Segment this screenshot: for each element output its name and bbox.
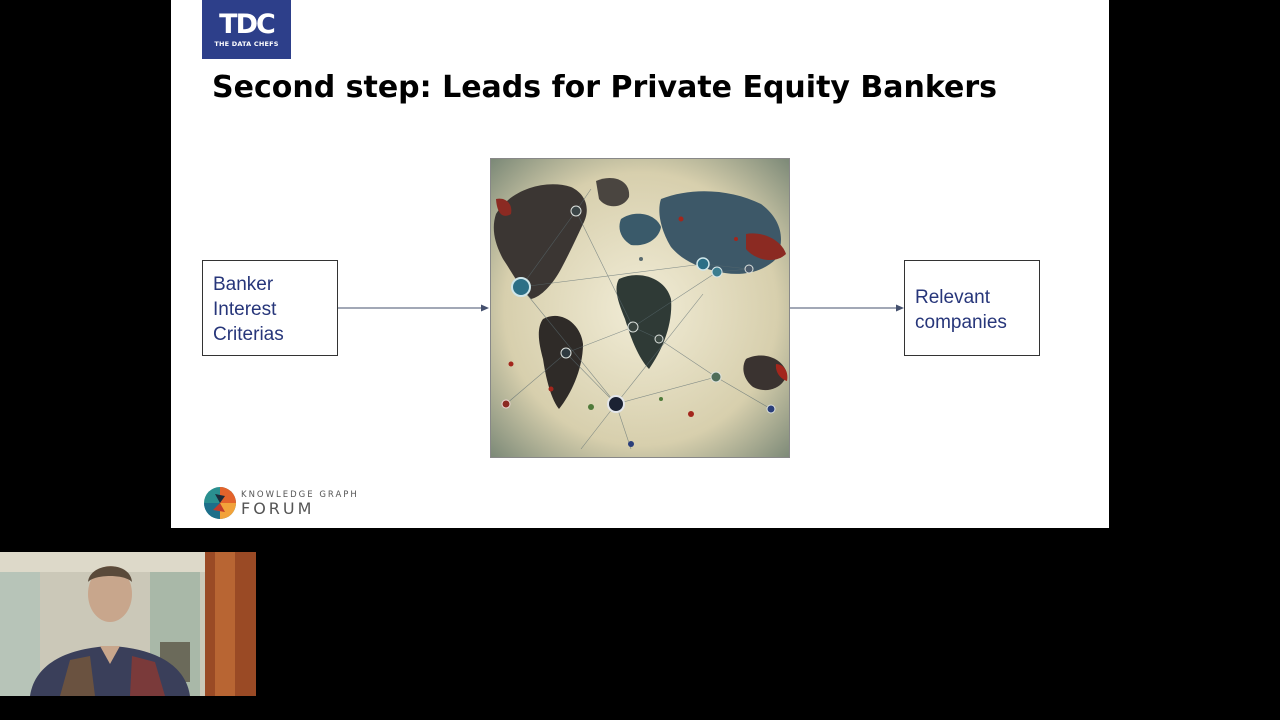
arrow-into-map	[338, 304, 489, 312]
kg-forum-icon	[204, 487, 236, 519]
slide-title: Second step: Leads for Private Equity Ba…	[212, 70, 998, 105]
flow-arrows	[338, 304, 904, 312]
banker-criteria-line-3: Criterias	[213, 324, 284, 345]
tdc-logo: TDC THE DATA CHEFS	[202, 0, 291, 59]
relevant-companies-line-1: Relevant	[915, 287, 990, 308]
slide: TDC THE DATA CHEFS Second step: Leads fo…	[171, 0, 1109, 528]
banker-criteria-line-2: Interest	[213, 299, 277, 320]
relevant-companies-box: Relevant companies	[904, 260, 1040, 356]
banker-criteria-line-1: Banker	[213, 274, 274, 295]
tdc-logo-mark: TDC	[219, 9, 276, 40]
kg-forum-small-text: KNOWLEDGE GRAPH	[241, 490, 359, 500]
banker-criteria-box: Banker Interest Criterias	[202, 260, 338, 356]
presenter-video-feed	[0, 552, 256, 696]
world-network-map-image	[490, 158, 790, 458]
arrow-out-of-map	[790, 304, 904, 312]
relevant-companies-line-2: companies	[915, 312, 1007, 333]
tdc-logo-subtitle: THE DATA CHEFS	[214, 40, 279, 48]
kg-forum-big-text: FORUM	[241, 499, 315, 518]
